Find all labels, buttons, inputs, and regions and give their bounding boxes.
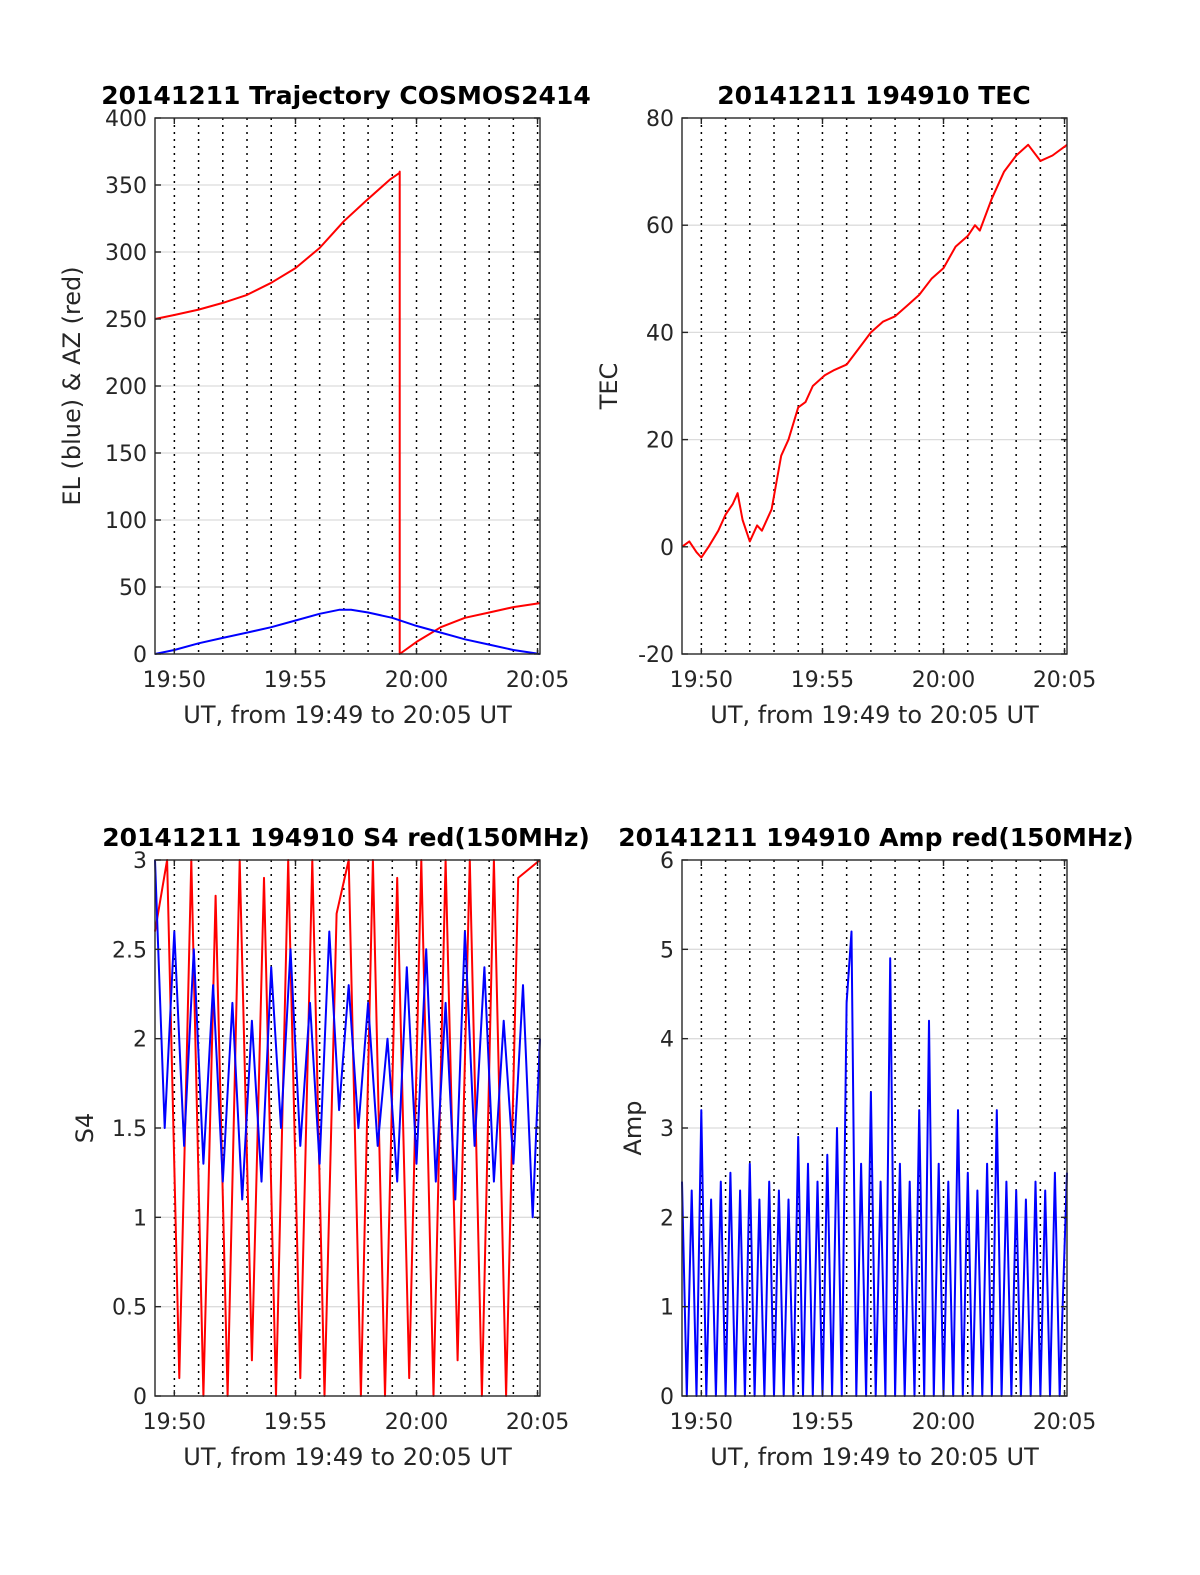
y-tick-label: 300 [105,241,147,266]
y-tick-label: 6 [660,849,674,874]
chart-traj: 0 50 100 150 200 250 300 350 400 19:50 19:55 20:00 2… [58,81,591,729]
y-tick-label: 1.5 [112,1117,147,1142]
x-axis-label: UT, from 19:49 to 20:05 UT [183,701,512,729]
y-axis-label: S4 [71,1113,99,1144]
chart-title: 20141211 194910 Amp red(150MHz) [618,823,1134,852]
x-axis-label: UT, from 19:49 to 20:05 UT [183,1443,512,1471]
x-tick-label: 19:50 [670,668,733,693]
y-tick-label: 0 [133,1385,147,1410]
y-tick-label: 0 [660,1385,674,1410]
y-tick-label: 60 [646,214,674,239]
x-tick-label: 19:50 [143,668,206,693]
x-tick-label: 19:55 [264,1410,327,1435]
series-line-1 [681,143,1068,559]
x-tick-label: 20:00 [912,1410,975,1435]
y-tick-label: 5 [660,938,674,963]
chart-s4: 0 0.5 1 1.5 2 2.5 3 19:50 19:55 20:00 20:05 2014121… [71,823,590,1471]
y-tick-label: 1 [660,1296,674,1321]
chart-title: 20141211 194910 TEC [717,81,1030,110]
y-tick-label: 20 [646,429,674,454]
y-tick-label: -20 [638,643,674,668]
series-line-2 [154,859,541,1219]
chart-title: 20141211 194910 S4 red(150MHz) [102,823,590,852]
x-tick-label: 19:50 [670,1410,733,1435]
y-tick-label: 2.5 [112,938,147,963]
x-tick-label: 19:50 [143,1410,206,1435]
x-tick-label: 20:05 [506,1410,569,1435]
x-tick-label: 20:05 [1033,1410,1096,1435]
x-tick-label: 19:55 [264,668,327,693]
y-tick-label: 0 [133,643,147,668]
y-tick-label: 1 [133,1206,147,1231]
x-tick-label: 19:55 [791,668,854,693]
y-tick-label: 250 [105,308,147,333]
chart-tec: -20 0 20 40 60 80 19:50 19:55 20:00 20:05 20141211… [595,81,1096,729]
y-tick-label: 200 [105,375,147,400]
y-tick-label: 4 [660,1028,674,1053]
x-tick-label: 20:00 [912,668,975,693]
x-tick-label: 20:00 [385,1410,448,1435]
y-axis-label: Amp [619,1100,647,1155]
x-axis-label: UT, from 19:49 to 20:05 UT [710,1443,1039,1471]
y-tick-label: 80 [646,107,674,132]
y-tick-label: 0 [660,536,674,561]
y-tick-label: 400 [105,107,147,132]
x-tick-label: 20:05 [1033,668,1096,693]
y-tick-label: 100 [105,509,147,534]
series-line-1 [154,859,541,1397]
chart-amp: 0 1 2 3 4 5 6 19:50 19:55 20:00 20:05 20141211 1949… [618,823,1134,1471]
y-tick-label: 350 [105,174,147,199]
x-tick-label: 20:00 [385,668,448,693]
y-tick-label: 50 [119,576,147,601]
y-tick-label: 40 [646,321,674,346]
y-tick-label: 2 [133,1028,147,1053]
y-axis-label: TEC [595,363,623,411]
y-tick-label: 3 [660,1117,674,1142]
x-tick-label: 20:05 [506,668,569,693]
x-tick-label: 19:55 [791,1410,854,1435]
y-tick-label: 2 [660,1206,674,1231]
y-tick-label: 3 [133,849,147,874]
chart-title: 20141211 Trajectory COSMOS2414 [101,81,591,110]
x-axis-label: UT, from 19:49 to 20:05 UT [710,701,1039,729]
plot-frame [681,117,1068,655]
series-line-1 [681,930,1068,1397]
y-axis-label: EL (blue) & AZ (red) [58,266,86,505]
y-tick-label: 150 [105,442,147,467]
y-tick-label: 0.5 [112,1296,147,1321]
series-line-2 [154,608,541,655]
series-line-1 [154,170,541,655]
